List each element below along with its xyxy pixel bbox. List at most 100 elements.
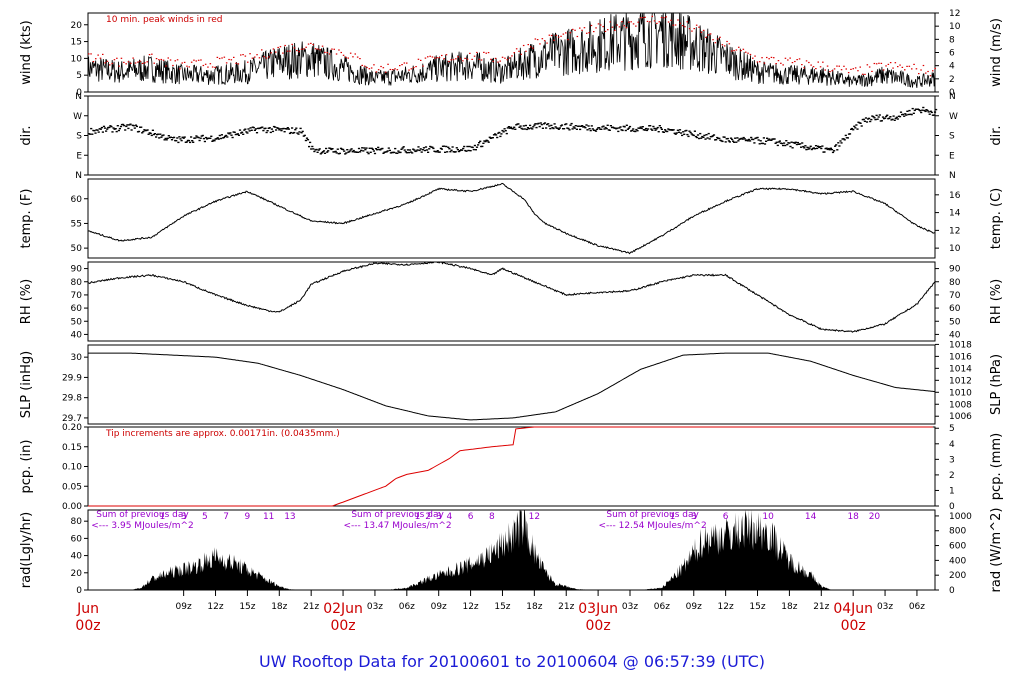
direction-point (795, 143, 798, 146)
direction-point (782, 144, 785, 147)
direction-point (317, 149, 320, 151)
direction-point (495, 134, 498, 136)
peak-wind-mark (597, 23, 600, 25)
direction-point (683, 133, 686, 135)
peak-wind-mark (796, 59, 798, 61)
direction-point (888, 117, 891, 119)
direction-point (805, 148, 808, 151)
rh-ytick-label-left: 70 (71, 291, 83, 301)
direction-point (322, 150, 326, 152)
peak-wind-mark (160, 58, 162, 61)
direction-point (763, 143, 767, 145)
direction-point (628, 125, 632, 128)
direction-point (833, 150, 836, 152)
direction-point (844, 134, 847, 137)
direction-point (757, 139, 760, 141)
rad-ytick-label-right: 1000 (949, 512, 972, 522)
peak-wind-mark (925, 72, 927, 74)
direction-point (505, 132, 508, 135)
direction-point (275, 129, 278, 131)
direction-point (270, 128, 273, 130)
peak-wind-mark (625, 26, 628, 29)
peak-wind-mark (408, 69, 410, 71)
dir-ytick-label-left: N (75, 92, 82, 102)
direction-point (152, 133, 155, 136)
direction-point (554, 126, 557, 128)
direction-point (733, 141, 736, 143)
direction-point (705, 134, 708, 136)
peak-wind-mark (897, 66, 899, 68)
direction-point (551, 127, 554, 129)
direction-point (351, 151, 354, 153)
dir-ylabel: dir. (19, 125, 34, 145)
peak-wind-mark (780, 62, 782, 64)
peak-wind-mark (812, 66, 815, 68)
rad-ytick-label-right: 600 (949, 542, 966, 552)
direction-point (209, 137, 212, 139)
temp-ytick-label-right: 10 (949, 244, 961, 254)
direction-point (820, 147, 823, 150)
x-tick-label: 12z (207, 602, 223, 612)
direction-point (687, 135, 690, 138)
direction-point (137, 130, 141, 133)
direction-point (726, 137, 729, 140)
direction-point (624, 129, 627, 132)
direction-point (449, 151, 452, 153)
direction-point (854, 127, 857, 129)
direction-point (184, 141, 187, 143)
direction-point (293, 131, 296, 134)
direction-point (574, 125, 577, 127)
peak-wind-mark (695, 24, 698, 26)
direction-point (413, 149, 416, 151)
direction-point (649, 125, 652, 127)
x-axis: 09z 12z 15z 18z 21z 03z 06z 09z 12z 15z 18z 21z 03z 0… (75, 590, 925, 634)
direction-point (103, 127, 107, 129)
direction-point (488, 136, 491, 138)
peak-wind-mark (396, 69, 399, 71)
direction-point (102, 125, 106, 128)
direction-point (748, 138, 751, 141)
direction-point (203, 140, 206, 143)
peak-wind-mark (801, 64, 803, 66)
direction-point (101, 131, 104, 133)
rh-line (87, 261, 936, 333)
direction-point (245, 131, 248, 133)
direction-point (712, 134, 716, 136)
direction-point (596, 128, 599, 130)
direction-point (913, 109, 916, 112)
peak-wind-mark (663, 17, 665, 19)
peak-wind-mark (889, 62, 892, 64)
peak-wind-mark (134, 62, 137, 64)
panel-wind: 0 5 10 15 20 0 2 4 6 8 10 12 wind (kts) wind (m/s) 10 … (19, 9, 1004, 98)
direction-point (303, 134, 306, 137)
direction-point (604, 126, 607, 129)
direction-point (126, 124, 129, 126)
direction-point (176, 137, 179, 139)
peak-wind-mark (429, 55, 431, 57)
direction-point (133, 127, 136, 129)
direction-point (159, 133, 162, 135)
direction-point (707, 132, 710, 135)
direction-point (458, 150, 462, 152)
direction-point (886, 114, 889, 116)
direction-point (872, 116, 875, 118)
direction-point (370, 147, 373, 149)
direction-point (549, 127, 552, 130)
direction-point (818, 146, 821, 149)
direction-point (199, 137, 202, 139)
peak-wind-mark (373, 64, 375, 66)
direction-point (343, 150, 346, 152)
direction-point (492, 134, 496, 136)
direction-point (892, 115, 895, 117)
direction-point (838, 145, 841, 147)
peak-wind-mark (293, 47, 296, 49)
direction-point (880, 120, 883, 122)
direction-point (896, 118, 899, 120)
direction-point (734, 137, 737, 139)
direction-point (673, 132, 676, 134)
peak-wind-mark (296, 50, 298, 52)
dir-ytick-label-left: E (76, 151, 82, 161)
direction-point (638, 127, 641, 129)
peak-wind-mark (667, 21, 670, 23)
peak-wind-mark (628, 21, 630, 23)
